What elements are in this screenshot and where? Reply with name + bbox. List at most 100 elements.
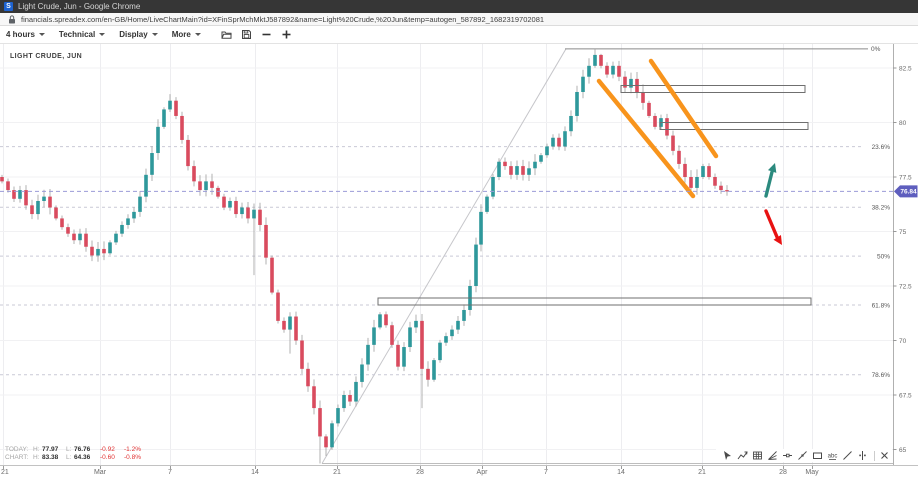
candle	[186, 139, 190, 167]
candle	[587, 65, 591, 77]
stats-row: TODAY: H: 77.97 L: 76.76 -0.92 -1.2%	[5, 446, 148, 454]
price-range-box[interactable]	[377, 297, 812, 306]
price-range-box[interactable]	[620, 85, 806, 93]
candle	[78, 233, 82, 241]
price-stats-panel: TODAY: H: 77.97 L: 76.76 -0.92 -1.2% CHART: H: 83…	[5, 446, 148, 462]
candle	[653, 115, 657, 127]
time-tick	[170, 466, 171, 469]
time-tick-label: 14	[251, 469, 259, 476]
change-value: -0.60	[100, 454, 115, 461]
trend-line-tool-icon[interactable]	[842, 450, 853, 461]
candle	[66, 227, 70, 234]
price-tick-label: 80	[899, 120, 907, 127]
candle	[509, 166, 513, 175]
chevron-down-icon	[99, 33, 106, 36]
candle	[312, 386, 316, 409]
text-tool-icon[interactable]: abc	[827, 450, 838, 461]
price-tick-label: 82.5	[899, 65, 912, 72]
candle	[665, 118, 669, 136]
candle	[6, 181, 10, 191]
time-axis: 21 Mar 7 14 21 28 Apr 7 14 21 28 May	[0, 465, 918, 478]
chevron-down-icon	[38, 33, 45, 36]
candle	[539, 155, 543, 162]
change-percent: -0.8%	[124, 454, 141, 461]
time-tick-label: 21	[333, 469, 341, 476]
candle	[222, 196, 226, 208]
time-tick	[420, 466, 421, 469]
zoom-out-button[interactable]	[261, 29, 272, 40]
candle	[456, 320, 460, 330]
candle	[228, 200, 232, 208]
time-tick-label: 21	[1, 469, 9, 476]
candle	[336, 408, 340, 424]
candle	[557, 137, 561, 147]
candle	[396, 344, 400, 367]
down-projection-arrow[interactable]	[764, 209, 779, 239]
time-tick-label: 7	[544, 469, 548, 476]
fib-retracement-tool-icon[interactable]	[752, 450, 763, 461]
url-text: financials.spreadex.com/en-GB/Home/LiveC…	[21, 14, 545, 24]
pointer-tool-icon[interactable]	[722, 450, 733, 461]
candle	[54, 207, 58, 219]
fib-level-label: 0%	[871, 46, 881, 53]
candle	[390, 325, 394, 345]
up-projection-arrow[interactable]	[764, 170, 774, 198]
horizontal-line-tool-icon[interactable]	[782, 450, 793, 461]
candle	[48, 196, 52, 208]
price-range-box[interactable]	[659, 122, 809, 130]
orange-trend-line[interactable]	[596, 78, 696, 199]
zoom-in-button[interactable]	[281, 29, 292, 40]
low-value: 76.76	[74, 446, 91, 453]
polyline-tool-icon[interactable]	[737, 450, 748, 461]
candle	[491, 177, 495, 197]
url-bar[interactable]: financials.spreadex.com/en-GB/Home/LiveC…	[0, 13, 918, 26]
drawing-toolbar: abc	[716, 449, 892, 462]
delete-tool-icon[interactable]	[879, 450, 890, 461]
fib-level-label: 61.8%	[872, 302, 891, 309]
candlestick-chart[interactable]: 0% 23.6% 38.2% 50% 61.8% 78.6% 82.5 80 77.5 75 72.…	[0, 44, 918, 465]
chart-area[interactable]: 0% 23.6% 38.2% 50% 61.8% 78.6% 82.5 80 77.5 75 72.…	[0, 44, 918, 465]
menu-more[interactable]: More	[172, 30, 201, 39]
stats-row: CHART: H: 83.38 L: 64.36 -0.60 -0.8%	[5, 454, 148, 462]
chart-toolbar: 4 hours Technical Display More	[0, 26, 918, 44]
candle	[420, 320, 424, 369]
vertical-line-tool-icon[interactable]	[857, 450, 868, 461]
candle	[60, 218, 64, 228]
low-value: 64.36	[74, 454, 91, 461]
candle	[114, 233, 118, 243]
candle	[156, 126, 160, 154]
time-tick	[3, 466, 4, 469]
stats-row-label: TODAY:	[5, 446, 29, 453]
menu-4-hours[interactable]: 4 hours	[6, 30, 45, 39]
menu-technical[interactable]: Technical	[59, 30, 106, 39]
chevron-down-icon	[194, 33, 201, 36]
candle	[282, 320, 286, 330]
high-label: H:	[33, 446, 40, 453]
candle	[432, 360, 436, 380]
site-favicon: S	[4, 2, 13, 11]
orange-trend-line[interactable]	[648, 58, 719, 159]
candle	[599, 54, 603, 66]
open-folder-button[interactable]	[221, 29, 232, 40]
candle	[563, 131, 567, 147]
rectangle-tool-icon[interactable]	[812, 450, 823, 461]
candle	[515, 166, 519, 175]
candle	[462, 309, 466, 321]
save-button[interactable]	[241, 29, 252, 40]
menu-display[interactable]: Display	[119, 30, 158, 39]
time-tick	[255, 466, 256, 469]
price-tick-label: 67.5	[899, 392, 912, 399]
time-tick	[100, 466, 101, 469]
candle	[402, 347, 406, 367]
candle	[216, 187, 220, 197]
candle	[384, 314, 388, 326]
ray-tool-icon[interactable]	[797, 450, 808, 461]
high-label: H:	[33, 454, 40, 461]
high-value: 83.38	[42, 454, 59, 461]
candle	[497, 161, 501, 177]
trend-fan-tool-icon[interactable]	[767, 450, 778, 461]
candle	[258, 209, 262, 225]
candle	[252, 209, 256, 219]
candle	[240, 207, 244, 215]
candle	[527, 168, 531, 175]
